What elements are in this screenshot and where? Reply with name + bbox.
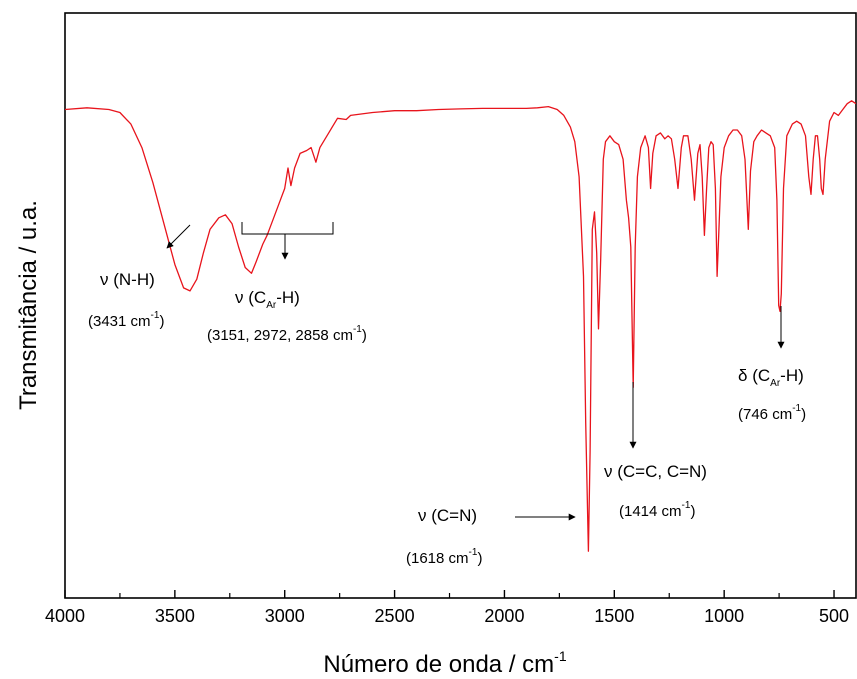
annotation-cn-value: (1618 cm-1) [406, 547, 482, 567]
x-axis-tick-labels: 4000 3500 3000 2500 2000 1500 1000 500 [45, 606, 849, 626]
arrow-nh [166, 224, 191, 249]
annotation-car-h-bend: δ (CAr-H) (746 cm-1) [738, 306, 806, 423]
x-axis-ticks [64, 590, 835, 598]
annotation-cn-label: ν (C=N) [418, 506, 477, 525]
annotation-car-h-bend-label: δ (CAr-H) [738, 366, 804, 389]
annotation-nh-value: (3431 cm-1) [88, 310, 164, 330]
plot-frame [64, 12, 857, 599]
x-axis-title: Número de onda / cm-1 [323, 648, 566, 678]
annotation-nh-label: ν (N-H) [100, 270, 155, 289]
y-axis-title: Transmitância / u.a. [15, 200, 42, 410]
annotation-car-h-bend-value: (746 cm-1) [738, 403, 806, 423]
x-tick-label: 3500 [155, 606, 195, 626]
annotation-cc-cn-value: (1414 cm-1) [619, 500, 695, 520]
x-tick-label: 500 [819, 606, 849, 626]
bracket-car-h [241, 222, 334, 235]
x-tick-label: 4000 [45, 606, 85, 626]
annotation-cn: ν (C=N) (1618 cm-1) [406, 506, 576, 567]
x-tick-label: 1000 [704, 606, 744, 626]
annotation-nh: ν (N-H) (3431 cm-1) [88, 224, 191, 330]
x-tick-label: 1500 [594, 606, 634, 626]
annotation-cc-cn: ν (C=C, C=N) (1414 cm-1) [604, 382, 707, 520]
annotation-car-h-label: ν (CAr-H) [235, 288, 300, 311]
annotation-cc-cn-label: ν (C=C, C=N) [604, 462, 707, 481]
annotation-car-h-value: (3151, 2972, 2858 cm-1) [207, 324, 367, 344]
x-tick-label: 2500 [375, 606, 415, 626]
annotation-car-h-stretch: ν (CAr-H) (3151, 2972, 2858 cm-1) [207, 222, 367, 344]
series-line-transmittance [65, 100, 856, 552]
x-tick-label: 3000 [265, 606, 305, 626]
x-tick-label: 2000 [484, 606, 524, 626]
